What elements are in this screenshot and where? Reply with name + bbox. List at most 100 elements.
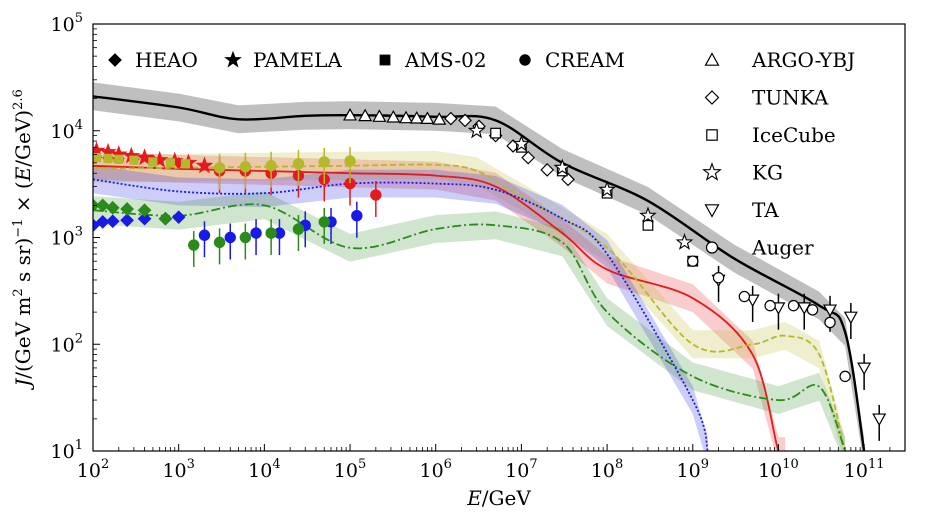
legend-right: ARGO-YBJ TUNKA IceCube KG TA Auger [702, 48, 855, 260]
legend-label: HEAO [135, 48, 198, 72]
band-all [93, 82, 865, 451]
point-ams02 [103, 153, 113, 164]
legend-marker-kg [702, 162, 722, 181]
legend-label: IceCube [752, 123, 836, 147]
point-auger [738, 290, 751, 303]
point-heao_he [171, 210, 186, 225]
uncertainty-bands [93, 82, 865, 451]
point-cream_g [265, 227, 277, 239]
point-auger [712, 272, 725, 284]
point-heao_g [158, 211, 173, 226]
point-ams02 [114, 154, 124, 164]
legend-marker-ams-02 [379, 54, 391, 66]
point-cream_he [265, 160, 277, 172]
x-tick-label: 1010 [758, 457, 799, 482]
point-auger [824, 316, 836, 329]
point-cream_g [318, 216, 330, 228]
y-tick-label: 105 [51, 11, 83, 36]
x-tick-label: 104 [248, 457, 280, 482]
point-ams02 [93, 153, 102, 163]
y-tick-label: 104 [51, 118, 83, 143]
point-cream_he [318, 156, 330, 168]
point-heao_he [120, 213, 134, 228]
point-heao_g [120, 202, 134, 216]
x-tick-label: 107 [505, 457, 537, 482]
point-tunka [458, 113, 472, 128]
point-argo [420, 111, 435, 124]
x-axis-title: E/GeV [466, 486, 531, 510]
y-axis-title: J/(GeV m2 s sr)−1 × (E/GeV)2.6 [11, 89, 35, 391]
point-tunka [521, 150, 536, 165]
point-heao_g [105, 200, 120, 215]
legend-marker-cream [519, 54, 531, 66]
point-argo [409, 110, 424, 124]
point-argo [343, 107, 358, 121]
point-cream_he [213, 162, 226, 174]
x-tick-label: 102 [77, 457, 109, 482]
point-kg [512, 134, 531, 152]
point-ta [843, 311, 858, 325]
point-pamela [135, 148, 154, 166]
legend-label: PAMELA [253, 48, 342, 72]
line-light_blue [93, 178, 709, 451]
point-cream_he [344, 155, 356, 167]
point-heao_g [137, 203, 152, 218]
legend-marker-tunka [704, 90, 720, 105]
point-heao_he [95, 215, 110, 229]
legend-marker-heao [108, 53, 122, 67]
point-argo [386, 109, 401, 123]
point-ta [823, 304, 838, 318]
point-kg [467, 121, 486, 139]
line-green [93, 203, 846, 451]
x-tick-label: 109 [677, 457, 709, 482]
y-tick-label: 101 [51, 438, 83, 463]
legend-label: TUNKA [752, 86, 829, 110]
band-proton [93, 151, 786, 451]
x-tick-label: 103 [162, 457, 194, 482]
y-tick-label: 103 [51, 225, 83, 250]
legend-label: CREAM [545, 48, 625, 72]
point-cream_b [198, 229, 211, 241]
point-ams02 [129, 155, 139, 165]
point-argo [372, 109, 387, 122]
legend-marker-ta [704, 204, 720, 218]
band-light_blue [93, 165, 708, 451]
point-icecube [642, 219, 654, 231]
point-tunka [443, 111, 458, 126]
point-heao_he [137, 211, 152, 226]
point-cream_he [292, 158, 305, 170]
data-markers [93, 107, 887, 441]
legend-marker-pamela [224, 50, 242, 68]
point-tunka [561, 172, 575, 187]
point-cream_he [239, 161, 252, 173]
legend-marker-auger [705, 241, 719, 254]
point-cream_g [213, 236, 226, 249]
point-cream_b [250, 227, 262, 239]
point-argo [432, 112, 447, 125]
legend-label: TA [752, 198, 779, 222]
point-kg [598, 180, 616, 198]
axis-ticks: 102 103 104 105 106 107 108 109 1010 101110110210… [51, 11, 906, 482]
legend-label: Auger [751, 236, 814, 260]
legend-label: KG [752, 161, 783, 185]
point-cream_b [224, 231, 236, 244]
point-heao_he [105, 214, 120, 229]
point-ta [872, 413, 887, 427]
point-cream_g [239, 231, 252, 244]
x-tick-label: 108 [591, 457, 623, 482]
point-cream_g [188, 239, 200, 251]
line-helium [93, 163, 846, 451]
point-kg [675, 233, 694, 250]
x-tick-label: 105 [334, 457, 366, 482]
point-kg [553, 158, 572, 176]
point-auger [687, 255, 699, 267]
x-tick-label: 106 [419, 457, 451, 482]
point-ta [857, 362, 872, 376]
legend-left: HEAO PAMELA AMS-02 CREAM [108, 48, 625, 72]
point-auger [839, 370, 851, 383]
point-ams02 [165, 158, 175, 168]
legend-marker-argo-ybj [704, 52, 720, 66]
point-ams02 [180, 159, 191, 169]
x-tick-label: 1011 [844, 457, 885, 482]
point-icecube [490, 127, 502, 139]
